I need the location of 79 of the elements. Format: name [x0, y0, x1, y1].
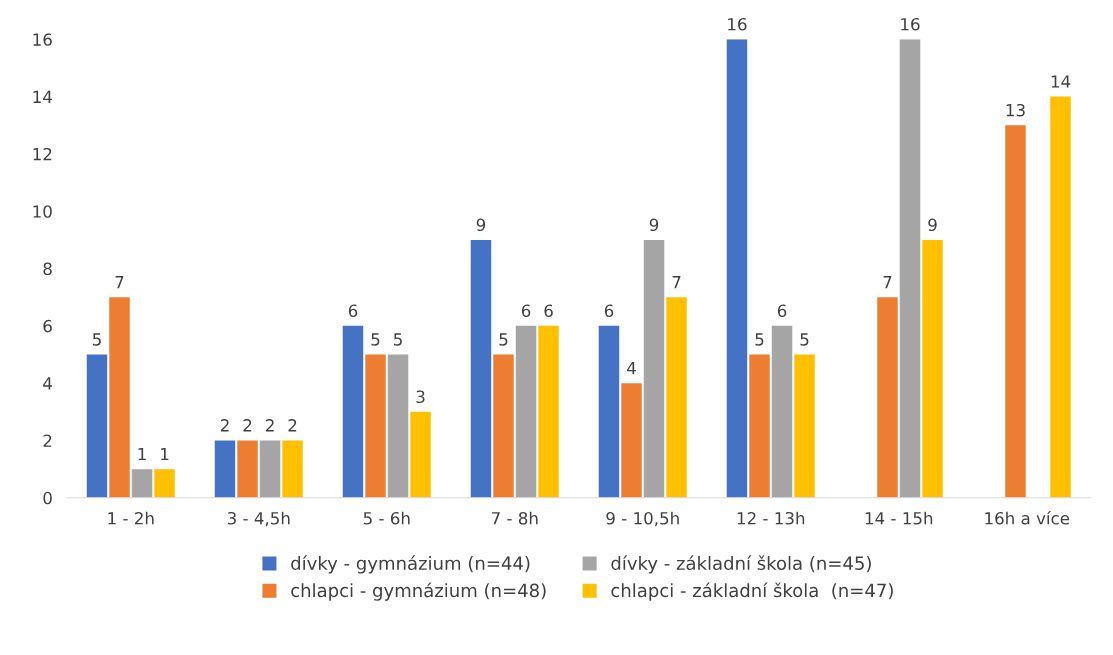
bar [794, 354, 815, 498]
data-label: 5 [394, 333, 402, 346]
bar [470, 239, 492, 498]
bar [598, 325, 620, 498]
bar [877, 297, 898, 498]
bar [493, 354, 514, 498]
data-label: 5 [800, 333, 809, 346]
y-tick-label: 12 [33, 147, 52, 161]
bar [771, 325, 793, 498]
bar [621, 383, 642, 498]
data-label: 6 [604, 304, 614, 318]
data-label: 1 [161, 447, 169, 461]
data-label: 7 [672, 276, 681, 289]
data-label: 6 [777, 304, 787, 318]
x-tick-label: 14 - 15h [865, 511, 933, 525]
bar [538, 325, 559, 498]
y-tick-label: 6 [43, 319, 52, 333]
bar [342, 325, 364, 498]
data-label: 5 [499, 333, 508, 346]
bar [899, 39, 921, 498]
legend-label: dívky - gymnázium (n=44) [291, 555, 530, 574]
bar [86, 354, 108, 498]
bar [410, 411, 431, 498]
bar [282, 440, 303, 498]
y-tick-label: 16 [33, 33, 52, 46]
data-label: 6 [544, 304, 553, 318]
y-tick-label: 10 [33, 205, 52, 218]
x-tick-label: 16h a více [985, 511, 1070, 525]
y-tick-label: 8 [43, 262, 52, 276]
bar [109, 297, 130, 498]
data-label: 7 [883, 276, 892, 289]
bar [666, 297, 687, 498]
x-tick-label: 9 - 10,5h [606, 511, 679, 527]
bar [1050, 96, 1071, 498]
bar [922, 239, 943, 498]
legend-label: chlapci - základní škola (n=47) [611, 582, 893, 601]
data-label: 14 [1051, 75, 1071, 88]
x-tick-label: 5 - 6h [363, 511, 410, 525]
bar [131, 469, 153, 498]
bar [365, 354, 386, 498]
bar [214, 440, 236, 498]
data-label: 2 [220, 419, 229, 432]
data-label: 3 [416, 390, 425, 404]
data-label: 9 [928, 218, 937, 232]
data-label: 9 [476, 218, 486, 232]
data-label: 5 [371, 333, 380, 346]
x-tick-label: 12 - 13h [737, 511, 805, 525]
y-tick-label: 2 [43, 434, 52, 447]
data-label: 16 [901, 17, 920, 31]
bar [515, 325, 537, 498]
x-tick-label: 3 - 4,5h [227, 511, 290, 527]
data-label: 7 [115, 276, 124, 289]
y-tick-label: 0 [43, 491, 52, 505]
data-label: 2 [288, 419, 297, 432]
bar [154, 469, 175, 498]
x-tick-label: 1 - 2h [108, 511, 154, 525]
bar [749, 354, 770, 498]
y-tick-label: 4 [43, 377, 52, 390]
data-label: 5 [755, 333, 764, 346]
y-tick-label: 14 [33, 90, 52, 103]
bar [726, 39, 748, 498]
bar [643, 239, 665, 498]
x-tick-label: 7 - 8h [491, 511, 538, 525]
bar [259, 440, 281, 498]
data-label: 2 [243, 419, 252, 432]
bar [387, 354, 409, 498]
bar [237, 440, 258, 498]
bar [1005, 125, 1026, 498]
data-label: 5 [92, 333, 101, 346]
legend-label: chlapci - gymnázium (n=48) [291, 582, 546, 601]
data-label: 13 [1006, 103, 1025, 117]
data-label: 16 [728, 17, 747, 31]
data-label: 9 [649, 218, 659, 232]
data-label: 6 [521, 304, 531, 318]
data-label: 1 [138, 447, 146, 461]
legend-label: dívky - základní škola (n=45) [611, 555, 871, 574]
data-label: 6 [348, 304, 358, 318]
data-label: 4 [627, 362, 636, 375]
data-label: 2 [265, 419, 274, 432]
